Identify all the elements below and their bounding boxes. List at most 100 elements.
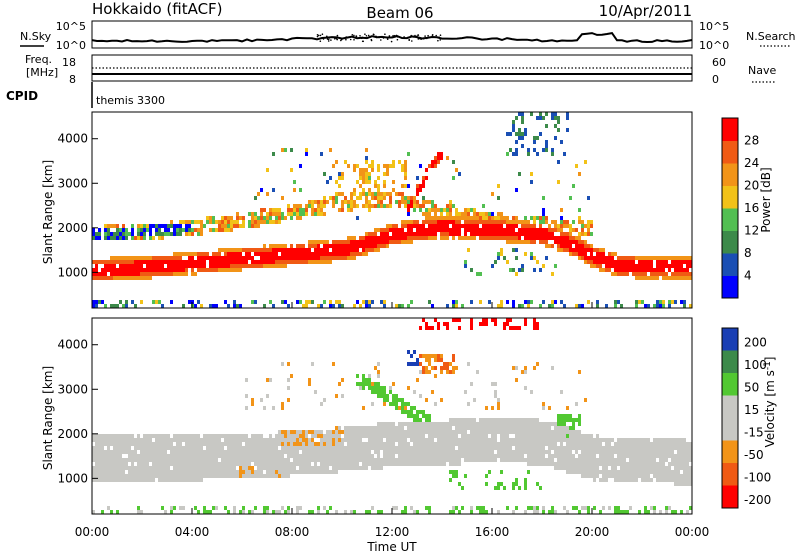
range-time-cell: [407, 152, 410, 156]
range-time-cell: [512, 454, 515, 458]
range-time-cell: [461, 426, 464, 430]
range-time-cell: [137, 510, 140, 514]
range-time-cell: [650, 470, 653, 474]
range-time-cell: [560, 454, 563, 458]
range-time-cell: [176, 462, 179, 466]
range-time-cell: [521, 228, 524, 232]
range-time-cell: [137, 272, 140, 276]
range-time-cell: [506, 216, 509, 220]
range-time-cell: [434, 374, 437, 378]
range-time-cell: [104, 232, 107, 236]
range-time-cell: [578, 470, 581, 474]
range-time-cell: [116, 272, 119, 276]
range-time-cell: [587, 510, 590, 514]
range-time-cell: [287, 506, 290, 510]
range-time-cell: [452, 216, 455, 220]
range-time-cell: [392, 450, 395, 454]
range-time-cell: [509, 430, 512, 434]
range-time-cell: [104, 474, 107, 478]
range-time-cell: [527, 446, 530, 450]
range-time-cell: [584, 466, 587, 470]
range-time-cell: [587, 466, 590, 470]
range-time-cell: [311, 204, 314, 208]
range-time-cell: [302, 466, 305, 470]
range-time-cell: [215, 470, 218, 474]
range-time-cell: [362, 426, 365, 430]
range-time-cell: [575, 442, 578, 446]
range-time-cell: [173, 268, 176, 272]
range-time-cell: [260, 248, 263, 252]
noise-panel: N.Sky 10^5 10^0 10^5 10^0 N.Search: [20, 20, 796, 52]
range-time-cell: [554, 462, 557, 466]
range-time-cell: [254, 260, 257, 264]
range-time-cell: [104, 260, 107, 264]
range-time-cell: [512, 450, 515, 454]
range-time-cell: [506, 418, 509, 422]
range-time-cell: [605, 268, 608, 272]
range-time-cell: [353, 426, 356, 430]
range-time-cell: [512, 510, 515, 514]
range-time-cell: [140, 462, 143, 466]
range-time-cell: [683, 256, 686, 260]
range-time-cell: [488, 228, 491, 232]
range-time-cell: [419, 232, 422, 236]
range-time-cell: [377, 446, 380, 450]
range-time-cell: [677, 264, 680, 268]
range-time-cell: [107, 232, 110, 236]
range-time-cell: [377, 434, 380, 438]
range-time-cell: [263, 466, 266, 470]
range-time-cell: [410, 454, 413, 458]
range-time-cell: [206, 216, 209, 220]
range-time-cell: [152, 454, 155, 458]
range-time-cell: [368, 430, 371, 434]
range-time-cell: [539, 304, 542, 308]
range-time-cell: [389, 438, 392, 442]
range-time-cell: [158, 462, 161, 466]
range-time-cell: [593, 458, 596, 462]
range-time-cell: [518, 442, 521, 446]
range-time-cell: [200, 474, 203, 478]
range-time-cell: [353, 252, 356, 256]
range-time-cell: [278, 220, 281, 224]
range-time-cell: [458, 442, 461, 446]
range-time-cell: [128, 438, 131, 442]
range-time-cell: [218, 268, 221, 272]
range-time-cell: [287, 362, 290, 366]
range-time-cell: [431, 366, 434, 370]
colorbar-tick-label: 16: [744, 201, 759, 215]
range-time-cell: [353, 188, 356, 192]
range-time-cell: [410, 430, 413, 434]
range-time-cell: [302, 462, 305, 466]
range-time-cell: [365, 248, 368, 252]
range-time-cell: [395, 398, 398, 402]
range-time-cell: [503, 418, 506, 422]
range-time-cell: [257, 442, 260, 446]
range-time-cell: [380, 426, 383, 430]
range-time-cell: [515, 140, 518, 144]
range-time-cell: [170, 510, 173, 514]
range-time-cell: [629, 442, 632, 446]
range-time-cell: [362, 406, 365, 410]
range-time-cell: [350, 240, 353, 244]
range-time-cell: [518, 486, 521, 490]
range-time-cell: [365, 160, 368, 164]
range-time-cell: [530, 224, 533, 228]
range-time-cell: [677, 454, 680, 458]
range-time-cell: [191, 220, 194, 224]
range-time-cell: [302, 430, 305, 434]
range-time-cell: [287, 474, 290, 478]
range-time-cell: [326, 450, 329, 454]
range-time-cell: [188, 462, 191, 466]
range-time-cell: [158, 272, 161, 276]
range-time-cell: [488, 220, 491, 224]
range-time-cell: [521, 422, 524, 426]
range-time-cell: [365, 462, 368, 466]
range-time-cell: [416, 410, 419, 414]
range-time-cell: [374, 458, 377, 462]
range-time-cell: [215, 252, 218, 256]
range-time-cell: [443, 366, 446, 370]
range-time-cell: [164, 256, 167, 260]
range-time-cell: [560, 232, 563, 236]
range-time-cell: [197, 470, 200, 474]
range-time-cell: [605, 304, 608, 308]
